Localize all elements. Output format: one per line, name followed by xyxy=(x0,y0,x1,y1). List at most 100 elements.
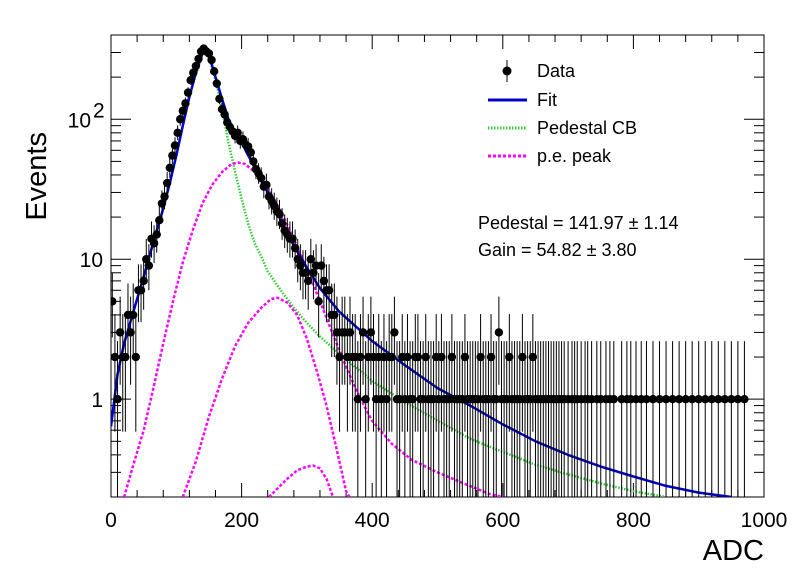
data-point xyxy=(233,128,242,138)
legend-data-marker xyxy=(502,66,512,76)
legend-label-data: Data xyxy=(537,61,576,81)
x-tick-label: 800 xyxy=(616,509,651,532)
data-point xyxy=(330,310,339,320)
x-axis-ticks: 0 200 400 600 800 1000 xyxy=(105,35,787,532)
data-point xyxy=(155,216,164,225)
data-point xyxy=(528,352,538,362)
data-point xyxy=(661,394,671,404)
x-axis-title: ADC xyxy=(703,535,764,567)
data-point xyxy=(152,230,161,239)
data-point xyxy=(149,239,159,248)
data-point xyxy=(162,178,172,188)
x-tick-label: 1000 xyxy=(741,509,788,532)
data-point xyxy=(262,180,271,190)
data-point xyxy=(183,88,193,97)
data-point xyxy=(131,352,141,362)
data-point xyxy=(681,394,690,404)
data-point xyxy=(353,394,363,404)
y-axis-title: Events xyxy=(21,132,53,221)
data-point xyxy=(173,128,182,138)
legend-label-pedestal: Pedestal CB xyxy=(537,118,637,138)
data-point xyxy=(733,394,743,404)
data-point xyxy=(518,352,527,362)
data-point xyxy=(309,268,318,277)
data-point xyxy=(165,163,174,172)
data-point xyxy=(345,328,355,337)
data-point xyxy=(324,286,334,295)
data-point xyxy=(720,394,730,404)
data-point xyxy=(275,209,284,219)
data-point xyxy=(186,76,195,85)
data-point xyxy=(505,352,514,362)
curve-p-e-peak-3 xyxy=(268,464,335,497)
data-point xyxy=(609,394,619,404)
data-point xyxy=(361,394,370,404)
data-point xyxy=(301,268,310,277)
data-point xyxy=(727,394,736,404)
data-point xyxy=(366,328,376,337)
data-point xyxy=(176,115,185,124)
pedestal-result: Pedestal = 141.97 ± 1.14 xyxy=(478,213,679,233)
data-point xyxy=(194,54,203,64)
data-point xyxy=(246,148,255,157)
legend: Data Fit Pedestal CB p.e. peak xyxy=(488,60,637,166)
data-point xyxy=(403,352,412,362)
data-point xyxy=(296,261,305,270)
data-point xyxy=(486,352,496,362)
data-point xyxy=(306,255,316,264)
data-point xyxy=(714,394,723,404)
data-point xyxy=(494,328,504,337)
data-point xyxy=(121,352,130,362)
data-point xyxy=(290,243,300,253)
data-point xyxy=(168,151,177,160)
data-point xyxy=(113,394,122,404)
data-point xyxy=(648,394,658,404)
data-point xyxy=(358,328,368,337)
data-point xyxy=(694,394,703,404)
data-point xyxy=(249,157,258,166)
curve-p-e-peak-2 xyxy=(181,296,351,497)
legend-entry-pedestal: Pedestal CB xyxy=(488,118,637,138)
data-point xyxy=(707,394,716,404)
data-point xyxy=(115,328,125,337)
data-point xyxy=(476,352,485,362)
y-tick-label-exponent: 2 xyxy=(93,99,105,122)
legend-entry-data: Data xyxy=(502,60,576,82)
data-point xyxy=(387,352,396,362)
data-point xyxy=(277,219,287,228)
legend-entry-fit: Fit xyxy=(488,90,557,110)
data-point xyxy=(460,352,470,362)
data-point xyxy=(220,110,229,119)
data-point xyxy=(111,297,117,306)
y-tick-label: 10 xyxy=(68,109,91,132)
x-tick-label: 400 xyxy=(355,509,390,532)
legend-label-fit: Fit xyxy=(537,90,557,110)
data-point xyxy=(139,276,148,286)
data-point xyxy=(687,394,697,404)
data-point xyxy=(319,276,329,286)
data-point xyxy=(129,310,138,320)
data-point xyxy=(170,141,180,150)
y-tick-label: 1 xyxy=(91,389,103,412)
data-point xyxy=(382,394,391,404)
data-point xyxy=(356,352,365,362)
data-point xyxy=(288,234,297,243)
data-point xyxy=(157,199,167,208)
data-point xyxy=(204,49,214,58)
data-point xyxy=(160,192,169,201)
x-tick-label: 600 xyxy=(485,509,520,532)
data-point xyxy=(178,106,188,115)
data-point xyxy=(413,352,423,362)
data-point xyxy=(421,352,430,362)
data-point xyxy=(215,94,224,104)
data-points xyxy=(111,44,749,497)
gain-result: Gain = 54.82 ± 3.80 xyxy=(478,240,637,260)
data-point xyxy=(256,173,266,183)
data-point xyxy=(144,261,154,270)
data-point xyxy=(136,286,146,295)
data-point xyxy=(740,394,749,404)
data-point xyxy=(447,352,457,362)
